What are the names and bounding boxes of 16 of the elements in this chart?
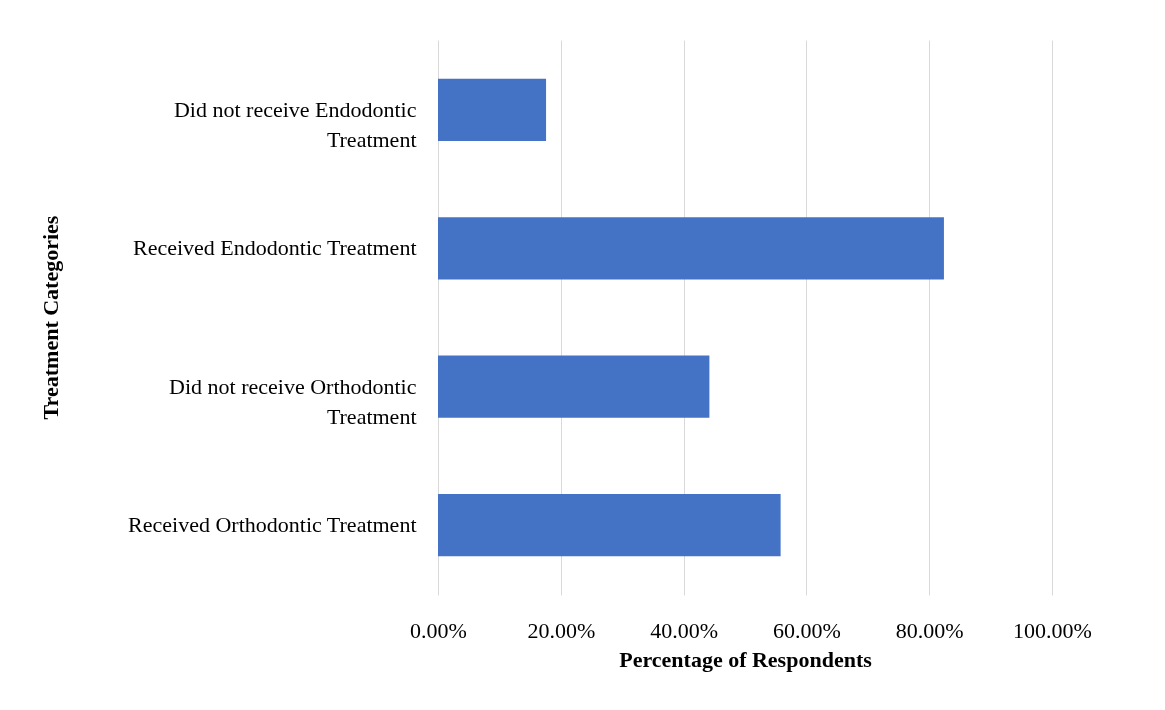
x-axis-title: Percentage of Respondents bbox=[619, 646, 873, 672]
bar bbox=[438, 355, 710, 418]
y-tick-label: Received Endodontic Treatment bbox=[133, 235, 417, 261]
y-tick-label: Did not receive Endodontic Treatment bbox=[173, 96, 417, 152]
x-tick-label: 100.00% bbox=[1013, 617, 1092, 643]
y-tick-label: Did not receive Orthodontic Treatment bbox=[169, 373, 417, 429]
bar bbox=[438, 493, 781, 557]
bar bbox=[438, 78, 547, 142]
bar bbox=[438, 217, 944, 280]
x-tick-label: 0.00% bbox=[410, 617, 467, 643]
x-tick-label: 40.00% bbox=[650, 617, 719, 643]
y-tick-label: Received Orthodontic Treatment bbox=[128, 512, 417, 538]
y-axis-title: Treatment Categories bbox=[37, 215, 63, 420]
x-tick-label: 60.00% bbox=[772, 617, 841, 643]
x-tick-label: 80.00% bbox=[895, 617, 964, 643]
x-tick-label: 20.00% bbox=[527, 617, 596, 643]
